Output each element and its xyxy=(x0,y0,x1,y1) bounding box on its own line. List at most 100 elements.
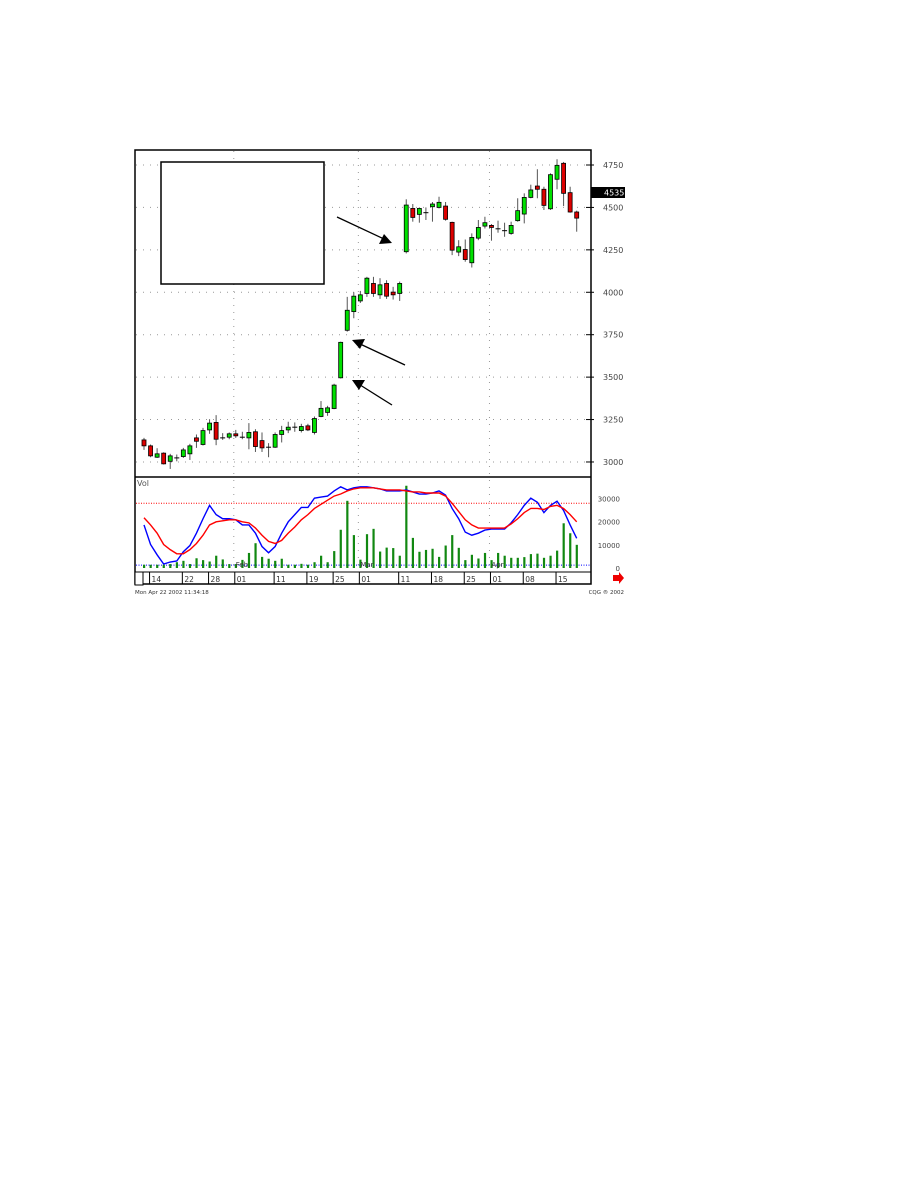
candle xyxy=(384,280,389,299)
candle xyxy=(285,421,291,434)
candle xyxy=(174,454,180,462)
candle-body xyxy=(469,237,475,264)
date-tick-label: 08 xyxy=(525,575,535,584)
candle-body xyxy=(515,210,521,222)
volume-bar xyxy=(156,564,159,568)
price-tick-label: 4750 xyxy=(603,161,623,170)
volume-bar xyxy=(385,547,388,568)
candle-body xyxy=(574,211,580,219)
candle xyxy=(574,210,580,232)
candle xyxy=(331,383,337,410)
candle-body xyxy=(521,197,527,215)
candle xyxy=(200,427,206,446)
volume-bar xyxy=(143,564,146,568)
volume-bar xyxy=(346,500,349,568)
candle-body xyxy=(187,445,193,455)
candle-body xyxy=(561,162,566,194)
arrow-breakout-1 xyxy=(357,342,406,366)
price-tick-label: 4250 xyxy=(603,246,623,255)
volume-bar xyxy=(326,562,329,568)
candle xyxy=(180,447,186,458)
annotation-arrows xyxy=(336,216,406,406)
volume-bar xyxy=(162,564,165,568)
candle-body xyxy=(338,341,344,379)
last-price-box xyxy=(591,187,625,198)
date-tick-label: 15 xyxy=(558,575,568,584)
volume-bar xyxy=(411,537,414,568)
volume-tick-label: 10000 xyxy=(598,542,620,550)
candle-body xyxy=(180,449,186,457)
volume-bar xyxy=(470,554,473,568)
candle xyxy=(397,281,403,301)
candle xyxy=(338,341,344,379)
candle xyxy=(561,161,566,207)
volume-bar xyxy=(221,559,224,568)
candle-body xyxy=(167,455,173,462)
volume-tick-label: 30000 xyxy=(598,495,620,503)
candle-body xyxy=(194,437,199,442)
candle-body xyxy=(318,407,324,417)
candle xyxy=(423,207,429,220)
candle-body xyxy=(285,426,291,431)
scroll-right-arrow-icon[interactable] xyxy=(613,572,624,584)
candle-body xyxy=(416,208,422,215)
volume-bar xyxy=(483,552,487,568)
volume-bar xyxy=(300,563,303,568)
candle xyxy=(344,296,350,332)
candle xyxy=(475,219,481,241)
arrowhead-icon xyxy=(352,339,365,349)
date-tick-label: 19 xyxy=(309,575,319,584)
candle-body xyxy=(403,204,409,253)
candlesticks xyxy=(141,159,580,469)
candle xyxy=(220,433,226,440)
candle-body xyxy=(430,203,435,208)
volume-bar xyxy=(202,560,205,568)
candle xyxy=(253,429,258,452)
volume-bar xyxy=(497,552,500,568)
price-tick-label: 4500 xyxy=(603,203,623,212)
price-tick-label: 4000 xyxy=(603,288,623,297)
volume-bar xyxy=(451,535,454,568)
candle-body xyxy=(213,422,219,440)
candle-body xyxy=(443,205,448,220)
candle-body xyxy=(305,425,311,431)
volume-bars xyxy=(143,485,578,568)
candle-body xyxy=(534,185,540,190)
month-label: Apr xyxy=(491,561,503,569)
candle-body xyxy=(312,418,317,433)
volume-bar xyxy=(359,559,362,568)
volume-bar xyxy=(306,564,310,568)
volume-bar xyxy=(457,547,460,568)
volume-bar xyxy=(352,535,355,568)
gridlines xyxy=(136,151,590,571)
candle xyxy=(528,184,534,199)
date-tick-label: 22 xyxy=(184,575,194,584)
candle xyxy=(508,221,514,235)
candle xyxy=(502,222,508,237)
candle-body xyxy=(482,222,488,227)
volume-bar xyxy=(215,555,218,568)
candle xyxy=(403,199,409,254)
candle xyxy=(318,401,324,418)
volume-bar xyxy=(549,555,552,568)
volume-bar xyxy=(287,564,290,568)
volume-bar xyxy=(510,557,513,568)
candle xyxy=(456,240,462,257)
price-tick-label: 3000 xyxy=(603,458,623,467)
candle-body xyxy=(233,433,239,437)
candle-body xyxy=(253,431,258,447)
candle-body xyxy=(226,433,232,438)
price-tick-label: 3250 xyxy=(603,416,623,425)
candle xyxy=(449,221,455,256)
price-tick-label: 3500 xyxy=(603,373,623,382)
candle xyxy=(371,276,376,297)
candle xyxy=(305,423,311,432)
volume-bar xyxy=(424,549,428,568)
candle-body xyxy=(456,246,462,253)
candle-body xyxy=(384,283,389,297)
candle-body xyxy=(344,309,350,331)
arrowhead-icon xyxy=(379,234,392,244)
candle xyxy=(246,423,252,450)
date-tick-label: 01 xyxy=(361,575,371,584)
volume-bar xyxy=(175,562,178,568)
